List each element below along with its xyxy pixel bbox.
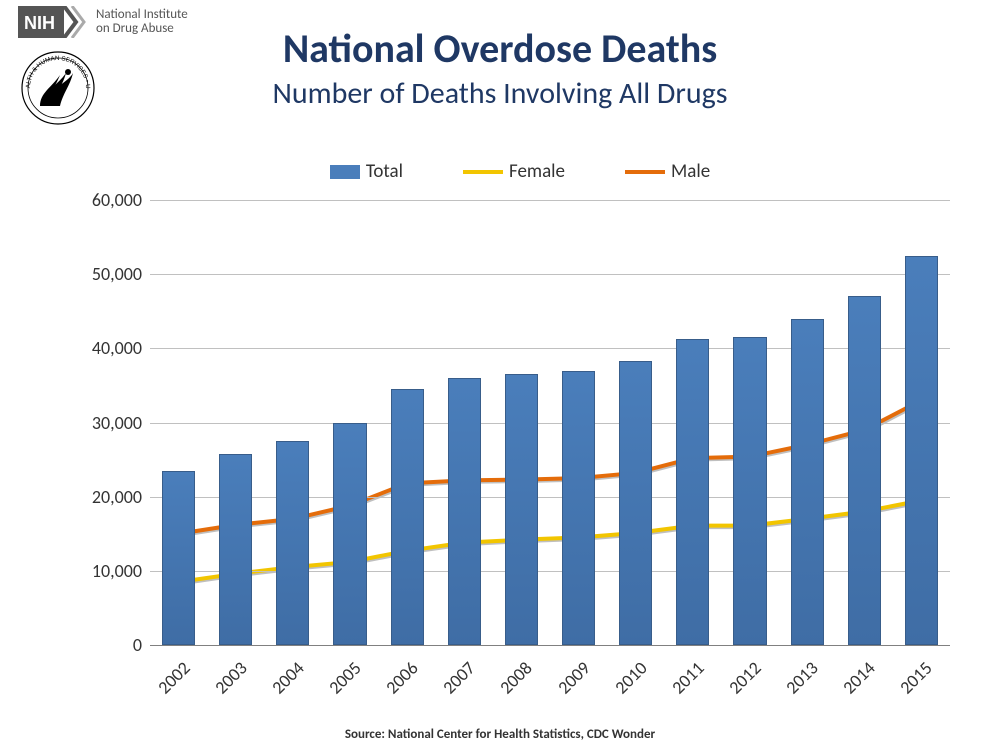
x-axis-label: 2005 (324, 657, 365, 698)
nih-line1: National Institute (96, 8, 188, 22)
x-axis-label: 2010 (610, 657, 651, 698)
legend-item-female: Female (463, 160, 565, 183)
bar-2010 (619, 361, 652, 645)
x-axis-label: 2008 (496, 657, 537, 698)
bar-2009 (562, 371, 595, 645)
bar-2012 (733, 337, 766, 645)
grid-line (150, 497, 950, 498)
source-citation: Source: National Center for Health Stati… (0, 727, 1000, 742)
bar-2013 (791, 319, 824, 645)
bar-2006 (391, 389, 424, 645)
bar-2004 (276, 441, 309, 645)
y-axis-label: 40,000 (72, 337, 142, 359)
x-axis-label: 2006 (381, 657, 422, 698)
legend-swatch-bar (330, 165, 360, 179)
bar-2011 (676, 339, 709, 645)
x-axis-label: 2003 (210, 657, 251, 698)
bar-2002 (162, 471, 195, 645)
bar-2014 (848, 296, 881, 645)
bar-2003 (219, 454, 252, 645)
x-axis-label: 2015 (896, 657, 937, 698)
bar-2008 (505, 374, 538, 645)
bar-2015 (905, 256, 938, 645)
grid-line (150, 571, 950, 572)
y-axis-label: 60,000 (72, 189, 142, 211)
legend-swatch-line (463, 170, 503, 174)
y-axis-label: 0 (72, 634, 142, 656)
legend-label: Male (671, 160, 710, 183)
legend-item-total: Total (330, 160, 403, 183)
x-axis-label: 2009 (553, 657, 594, 698)
legend-label: Female (509, 160, 565, 183)
chart-title: National Overdose Deaths (0, 24, 1000, 73)
grid-line (150, 274, 950, 275)
legend-swatch-line (625, 170, 665, 174)
x-axis-label: 2002 (153, 657, 194, 698)
plot-area: 010,00020,00030,00040,00050,00060,000200… (150, 200, 950, 646)
bar-2005 (333, 423, 366, 646)
bar-2007 (448, 378, 481, 645)
title-block: National Overdose Deaths Number of Death… (0, 24, 1000, 112)
chart-subtitle: Number of Deaths Involving All Drugs (0, 75, 1000, 112)
legend-label: Total (366, 160, 403, 183)
legend-item-male: Male (625, 160, 710, 183)
x-axis-label: 2014 (838, 657, 879, 698)
y-axis-label: 20,000 (72, 486, 142, 508)
grid-line (150, 423, 950, 424)
x-axis-label: 2013 (781, 657, 822, 698)
y-axis-label: 10,000 (72, 560, 142, 582)
x-axis-label: 2004 (267, 657, 308, 698)
grid-line (150, 348, 950, 349)
x-axis-label: 2012 (724, 657, 765, 698)
y-axis-label: 30,000 (72, 412, 142, 434)
page-root: { "logos": { "nih_line1": "National Inst… (0, 0, 1000, 750)
y-axis-label: 50,000 (72, 263, 142, 285)
chart-area: TotalFemaleMale 010,00020,00030,00040,00… (70, 160, 970, 720)
x-axis-label: 2007 (438, 657, 479, 698)
x-axis-label: 2011 (667, 657, 708, 698)
grid-line (150, 200, 950, 201)
legend: Total Female Male (70, 160, 970, 183)
